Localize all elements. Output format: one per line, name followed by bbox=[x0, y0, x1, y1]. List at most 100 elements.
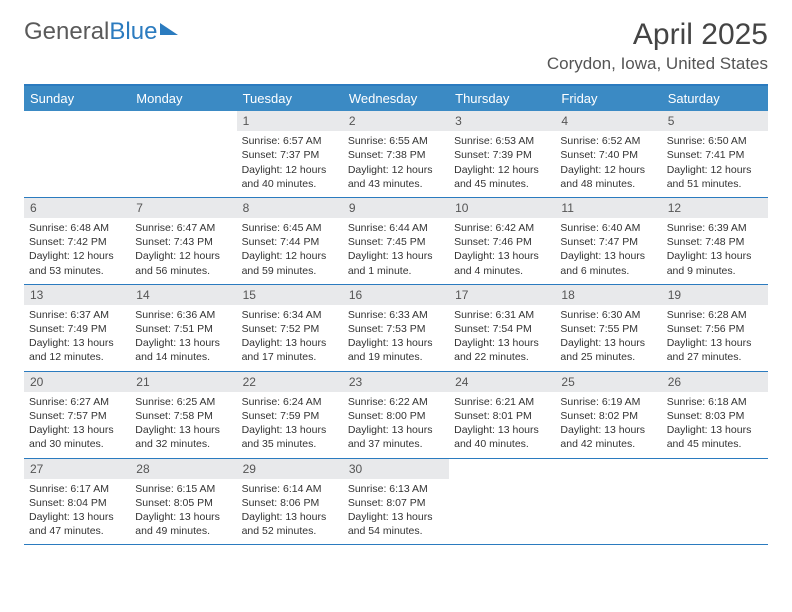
sunrise-text: Sunrise: 6:17 AM bbox=[29, 482, 125, 496]
day-body: Sunrise: 6:33 AMSunset: 7:53 PMDaylight:… bbox=[343, 305, 449, 371]
day-number: 20 bbox=[24, 372, 130, 392]
day-cell: 4Sunrise: 6:52 AMSunset: 7:40 PMDaylight… bbox=[555, 111, 661, 197]
day-cell bbox=[449, 459, 555, 545]
sunset-text: Sunset: 7:52 PM bbox=[242, 322, 338, 336]
sunset-text: Sunset: 7:51 PM bbox=[135, 322, 231, 336]
dow-row: Sunday Monday Tuesday Wednesday Thursday… bbox=[24, 86, 768, 111]
sunset-text: Sunset: 7:43 PM bbox=[135, 235, 231, 249]
logo-mark-icon bbox=[160, 23, 178, 35]
day-body: Sunrise: 6:31 AMSunset: 7:54 PMDaylight:… bbox=[449, 305, 555, 371]
dow-monday: Monday bbox=[130, 86, 236, 111]
day-cell bbox=[130, 111, 236, 197]
daylight-text: Daylight: 13 hours and 14 minutes. bbox=[135, 336, 231, 364]
sunrise-text: Sunrise: 6:24 AM bbox=[242, 395, 338, 409]
daylight-text: Daylight: 13 hours and 35 minutes. bbox=[242, 423, 338, 451]
sunset-text: Sunset: 7:46 PM bbox=[454, 235, 550, 249]
dow-friday: Friday bbox=[555, 86, 661, 111]
sunrise-text: Sunrise: 6:55 AM bbox=[348, 134, 444, 148]
day-body: Sunrise: 6:17 AMSunset: 8:04 PMDaylight:… bbox=[24, 479, 130, 545]
daylight-text: Daylight: 13 hours and 27 minutes. bbox=[667, 336, 763, 364]
day-cell: 11Sunrise: 6:40 AMSunset: 7:47 PMDayligh… bbox=[555, 198, 661, 284]
week-row: 20Sunrise: 6:27 AMSunset: 7:57 PMDayligh… bbox=[24, 372, 768, 459]
day-body: Sunrise: 6:37 AMSunset: 7:49 PMDaylight:… bbox=[24, 305, 130, 371]
daylight-text: Daylight: 13 hours and 19 minutes. bbox=[348, 336, 444, 364]
day-cell: 15Sunrise: 6:34 AMSunset: 7:52 PMDayligh… bbox=[237, 285, 343, 371]
day-cell: 10Sunrise: 6:42 AMSunset: 7:46 PMDayligh… bbox=[449, 198, 555, 284]
day-number: 26 bbox=[662, 372, 768, 392]
sunrise-text: Sunrise: 6:28 AM bbox=[667, 308, 763, 322]
day-body: Sunrise: 6:36 AMSunset: 7:51 PMDaylight:… bbox=[130, 305, 236, 371]
sunset-text: Sunset: 7:38 PM bbox=[348, 148, 444, 162]
day-cell: 28Sunrise: 6:15 AMSunset: 8:05 PMDayligh… bbox=[130, 459, 236, 545]
day-number: 8 bbox=[237, 198, 343, 218]
day-number: 9 bbox=[343, 198, 449, 218]
dow-saturday: Saturday bbox=[662, 86, 768, 111]
day-body: Sunrise: 6:28 AMSunset: 7:56 PMDaylight:… bbox=[662, 305, 768, 371]
sunrise-text: Sunrise: 6:15 AM bbox=[135, 482, 231, 496]
day-number: 14 bbox=[130, 285, 236, 305]
sunrise-text: Sunrise: 6:25 AM bbox=[135, 395, 231, 409]
day-body: Sunrise: 6:13 AMSunset: 8:07 PMDaylight:… bbox=[343, 479, 449, 545]
sunset-text: Sunset: 7:44 PM bbox=[242, 235, 338, 249]
week-row: 27Sunrise: 6:17 AMSunset: 8:04 PMDayligh… bbox=[24, 459, 768, 546]
day-cell: 2Sunrise: 6:55 AMSunset: 7:38 PMDaylight… bbox=[343, 111, 449, 197]
day-cell: 12Sunrise: 6:39 AMSunset: 7:48 PMDayligh… bbox=[662, 198, 768, 284]
day-number: 6 bbox=[24, 198, 130, 218]
day-number: 13 bbox=[24, 285, 130, 305]
daylight-text: Daylight: 13 hours and 47 minutes. bbox=[29, 510, 125, 538]
day-cell: 27Sunrise: 6:17 AMSunset: 8:04 PMDayligh… bbox=[24, 459, 130, 545]
day-number: 30 bbox=[343, 459, 449, 479]
day-number: 1 bbox=[237, 111, 343, 131]
day-number: 17 bbox=[449, 285, 555, 305]
sunrise-text: Sunrise: 6:13 AM bbox=[348, 482, 444, 496]
day-cell: 30Sunrise: 6:13 AMSunset: 8:07 PMDayligh… bbox=[343, 459, 449, 545]
daylight-text: Daylight: 12 hours and 40 minutes. bbox=[242, 163, 338, 191]
day-body: Sunrise: 6:40 AMSunset: 7:47 PMDaylight:… bbox=[555, 218, 661, 284]
daylight-text: Daylight: 13 hours and 37 minutes. bbox=[348, 423, 444, 451]
sunset-text: Sunset: 7:56 PM bbox=[667, 322, 763, 336]
daylight-text: Daylight: 13 hours and 32 minutes. bbox=[135, 423, 231, 451]
sunrise-text: Sunrise: 6:14 AM bbox=[242, 482, 338, 496]
sunset-text: Sunset: 7:41 PM bbox=[667, 148, 763, 162]
day-cell: 19Sunrise: 6:28 AMSunset: 7:56 PMDayligh… bbox=[662, 285, 768, 371]
day-cell: 5Sunrise: 6:50 AMSunset: 7:41 PMDaylight… bbox=[662, 111, 768, 197]
week-row: 6Sunrise: 6:48 AMSunset: 7:42 PMDaylight… bbox=[24, 198, 768, 285]
location-text: Corydon, Iowa, United States bbox=[547, 54, 768, 74]
day-number: 29 bbox=[237, 459, 343, 479]
sunrise-text: Sunrise: 6:52 AM bbox=[560, 134, 656, 148]
day-body: Sunrise: 6:19 AMSunset: 8:02 PMDaylight:… bbox=[555, 392, 661, 458]
sunrise-text: Sunrise: 6:42 AM bbox=[454, 221, 550, 235]
day-cell: 6Sunrise: 6:48 AMSunset: 7:42 PMDaylight… bbox=[24, 198, 130, 284]
day-body: Sunrise: 6:14 AMSunset: 8:06 PMDaylight:… bbox=[237, 479, 343, 545]
sunset-text: Sunset: 7:47 PM bbox=[560, 235, 656, 249]
day-cell: 14Sunrise: 6:36 AMSunset: 7:51 PMDayligh… bbox=[130, 285, 236, 371]
sunset-text: Sunset: 7:55 PM bbox=[560, 322, 656, 336]
sunrise-text: Sunrise: 6:27 AM bbox=[29, 395, 125, 409]
day-body: Sunrise: 6:39 AMSunset: 7:48 PMDaylight:… bbox=[662, 218, 768, 284]
day-number: 21 bbox=[130, 372, 236, 392]
title-block: April 2025 Corydon, Iowa, United States bbox=[547, 18, 768, 74]
month-title: April 2025 bbox=[547, 18, 768, 52]
sunset-text: Sunset: 8:03 PM bbox=[667, 409, 763, 423]
sunset-text: Sunset: 8:05 PM bbox=[135, 496, 231, 510]
daylight-text: Daylight: 13 hours and 22 minutes. bbox=[454, 336, 550, 364]
day-cell: 23Sunrise: 6:22 AMSunset: 8:00 PMDayligh… bbox=[343, 372, 449, 458]
sunrise-text: Sunrise: 6:50 AM bbox=[667, 134, 763, 148]
week-row: 1Sunrise: 6:57 AMSunset: 7:37 PMDaylight… bbox=[24, 111, 768, 198]
day-cell: 20Sunrise: 6:27 AMSunset: 7:57 PMDayligh… bbox=[24, 372, 130, 458]
sunset-text: Sunset: 7:39 PM bbox=[454, 148, 550, 162]
day-body: Sunrise: 6:55 AMSunset: 7:38 PMDaylight:… bbox=[343, 131, 449, 197]
day-body: Sunrise: 6:47 AMSunset: 7:43 PMDaylight:… bbox=[130, 218, 236, 284]
daylight-text: Daylight: 13 hours and 9 minutes. bbox=[667, 249, 763, 277]
daylight-text: Daylight: 12 hours and 53 minutes. bbox=[29, 249, 125, 277]
day-number: 25 bbox=[555, 372, 661, 392]
sunrise-text: Sunrise: 6:37 AM bbox=[29, 308, 125, 322]
sunrise-text: Sunrise: 6:47 AM bbox=[135, 221, 231, 235]
day-number: 16 bbox=[343, 285, 449, 305]
sunrise-text: Sunrise: 6:45 AM bbox=[242, 221, 338, 235]
sunrise-text: Sunrise: 6:36 AM bbox=[135, 308, 231, 322]
logo-text-1: General bbox=[24, 18, 109, 46]
day-body: Sunrise: 6:57 AMSunset: 7:37 PMDaylight:… bbox=[237, 131, 343, 197]
day-cell: 29Sunrise: 6:14 AMSunset: 8:06 PMDayligh… bbox=[237, 459, 343, 545]
sunset-text: Sunset: 8:04 PM bbox=[29, 496, 125, 510]
